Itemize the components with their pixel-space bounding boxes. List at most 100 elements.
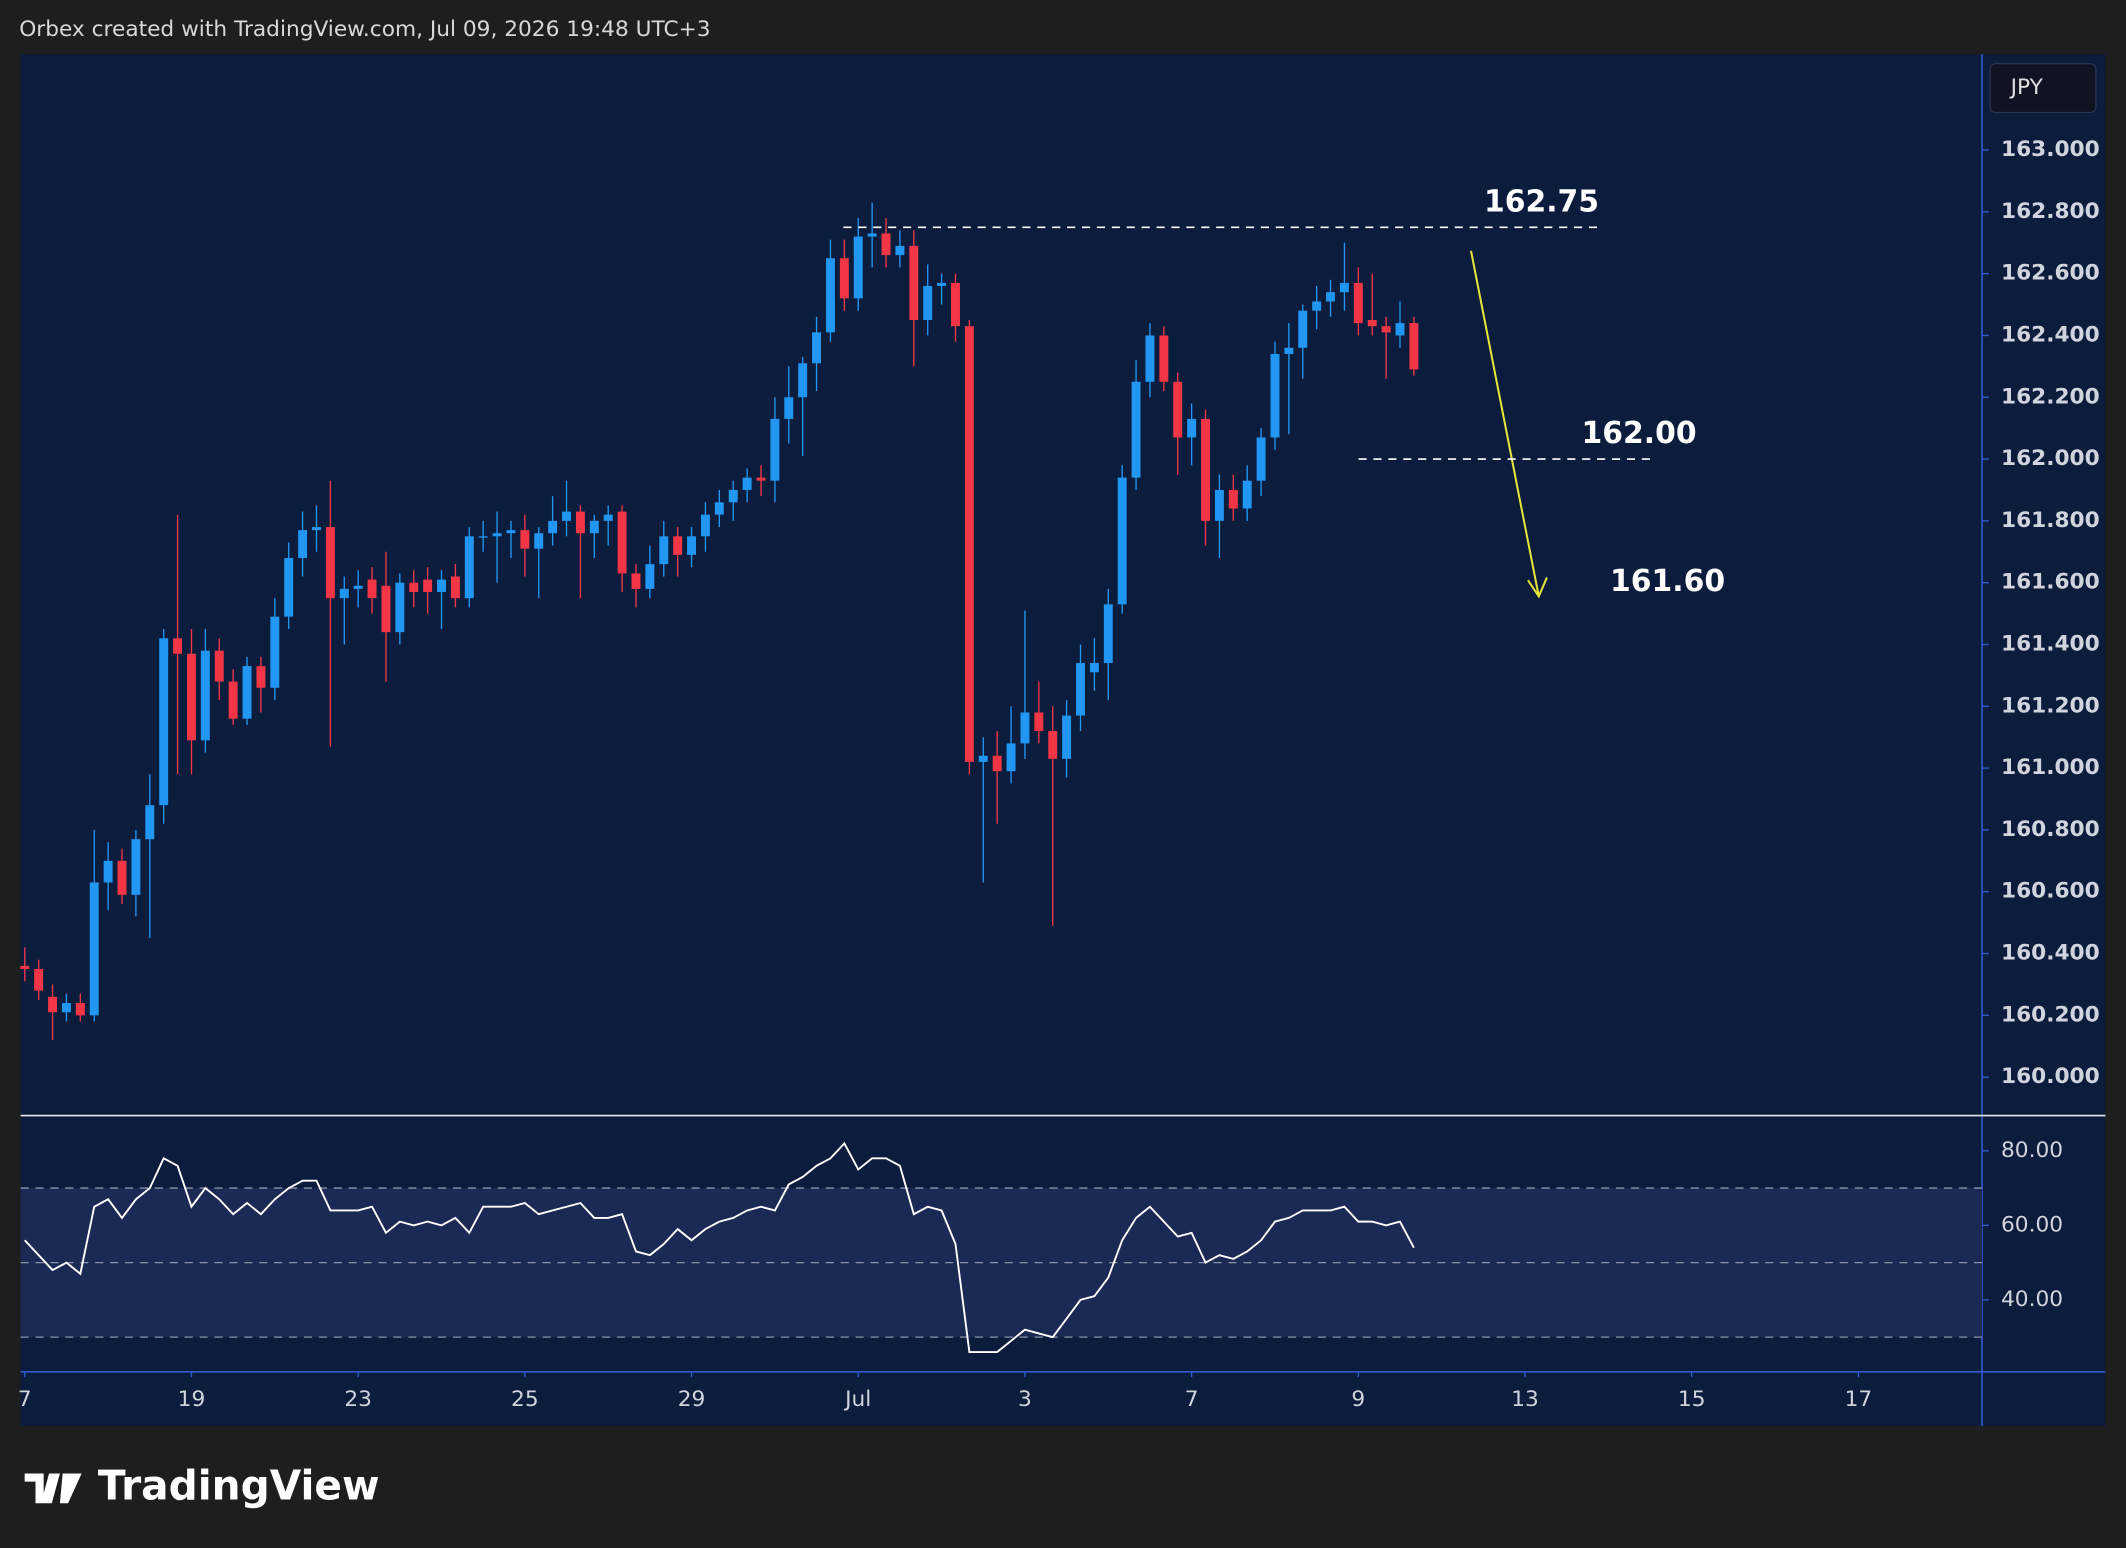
- x-tick-label: 9: [1351, 1387, 1365, 1412]
- candle-body: [145, 805, 155, 840]
- candle-body: [1242, 480, 1252, 509]
- candle-body: [1381, 326, 1391, 333]
- candle-body: [103, 860, 113, 883]
- candle-body: [270, 616, 280, 688]
- candle-body: [1339, 282, 1349, 293]
- arrow-line: [1470, 250, 1540, 597]
- candle-body: [645, 564, 655, 589]
- candle-body: [1145, 335, 1155, 382]
- logo-mark: [24, 1473, 60, 1504]
- candle-body: [520, 530, 530, 549]
- candle-body: [964, 326, 974, 762]
- y-tick-label: 163.000: [2001, 137, 2100, 162]
- candle-body: [1062, 715, 1072, 759]
- currency[interactable]: JPY: [2009, 75, 2044, 100]
- candle-body: [1103, 604, 1113, 664]
- y-tick-label: 161.600: [2001, 570, 2100, 595]
- candle-body: [853, 236, 863, 299]
- y-tick-label: 161.200: [2001, 693, 2100, 718]
- logo-mark: [59, 1473, 82, 1504]
- candle-body: [325, 527, 335, 599]
- candle-body: [687, 536, 697, 555]
- candle-body: [242, 666, 252, 719]
- candle-body: [589, 520, 599, 534]
- candle-body: [895, 245, 905, 256]
- candle-body: [173, 638, 183, 654]
- x-tick-label: 7: [18, 1387, 32, 1412]
- candle-body: [909, 245, 919, 320]
- y-tick-label: 161.800: [2001, 508, 2100, 533]
- candle-body: [478, 536, 488, 538]
- candle-body: [409, 582, 419, 592]
- x-tick-label: 29: [678, 1387, 706, 1412]
- candle-body: [631, 573, 641, 589]
- y-tick-label: 80.00: [2001, 1138, 2063, 1163]
- level-label: 161.60: [1610, 564, 1725, 599]
- candle-body: [923, 286, 933, 320]
- candle-body: [562, 511, 572, 521]
- x-tick-label: 25: [511, 1387, 539, 1412]
- candle-body: [1089, 663, 1099, 673]
- candle-body: [1020, 712, 1030, 744]
- candle-body: [75, 1002, 85, 1016]
- candle-body: [714, 502, 724, 515]
- candle-body: [575, 511, 585, 534]
- candle-body: [89, 882, 99, 1016]
- candle-body: [1159, 335, 1169, 382]
- candle-body: [214, 650, 224, 682]
- y-tick-label: 162.600: [2001, 261, 2100, 286]
- candle-body: [1048, 731, 1058, 759]
- candle-body: [1367, 319, 1377, 327]
- candle-body: [1409, 323, 1419, 370]
- logo: [24, 1473, 82, 1504]
- x-tick-label: 7: [1185, 1387, 1199, 1412]
- candle-body: [603, 514, 613, 521]
- candle-body: [1395, 323, 1405, 336]
- x-tick-label: 23: [344, 1387, 372, 1412]
- candle-body: [1256, 437, 1266, 481]
- candle-body: [1187, 418, 1197, 438]
- candle-body: [1006, 743, 1016, 772]
- y-tick-label: 160.800: [2001, 817, 2100, 842]
- candle-body: [34, 968, 44, 991]
- candle-body: [1131, 381, 1141, 478]
- candle-body: [1284, 347, 1294, 354]
- candle-body: [1298, 310, 1308, 348]
- candle-body: [200, 650, 210, 741]
- y-tick-label: 160.200: [2001, 1002, 2100, 1027]
- candle-body: [1228, 489, 1238, 509]
- candle-body: [673, 536, 683, 555]
- y-tick-label: 162.800: [2001, 199, 2100, 224]
- candle-body: [548, 520, 558, 534]
- x-tick-label: 13: [1511, 1387, 1539, 1412]
- candle-body: [798, 363, 808, 398]
- candle-body: [284, 557, 294, 617]
- y-tick-label: 160.400: [2001, 941, 2100, 966]
- candle-body: [867, 233, 877, 237]
- candle-body: [728, 489, 738, 503]
- level-label: 162.75: [1484, 184, 1599, 219]
- candle-body: [534, 533, 544, 549]
- candle-body: [1201, 418, 1210, 521]
- candle-body: [298, 530, 308, 558]
- header: Orbex created with TradingView.com, Jul …: [19, 17, 710, 42]
- y-tick-label: 161.400: [2001, 631, 2100, 656]
- candle-body: [506, 530, 516, 534]
- y-tick-label: 60.00: [2001, 1212, 2063, 1237]
- candle-body: [423, 579, 433, 592]
- brand: TradingView: [98, 1461, 380, 1509]
- candle-body: [1076, 663, 1085, 716]
- candle-body: [881, 233, 891, 256]
- candle-body: [617, 511, 627, 574]
- y-tick-label: 162.000: [2001, 446, 2100, 471]
- rsi-line: [24, 1141, 1415, 1353]
- candle-body: [1034, 712, 1044, 732]
- candle-body: [1270, 353, 1280, 438]
- x-tick-label: 15: [1678, 1387, 1706, 1412]
- candle-body: [812, 332, 822, 364]
- currency-box[interactable]: [1989, 63, 2097, 114]
- y-tick-label: 160.000: [2001, 1064, 2100, 1089]
- candle-body: [756, 477, 766, 481]
- candle-body: [20, 965, 30, 969]
